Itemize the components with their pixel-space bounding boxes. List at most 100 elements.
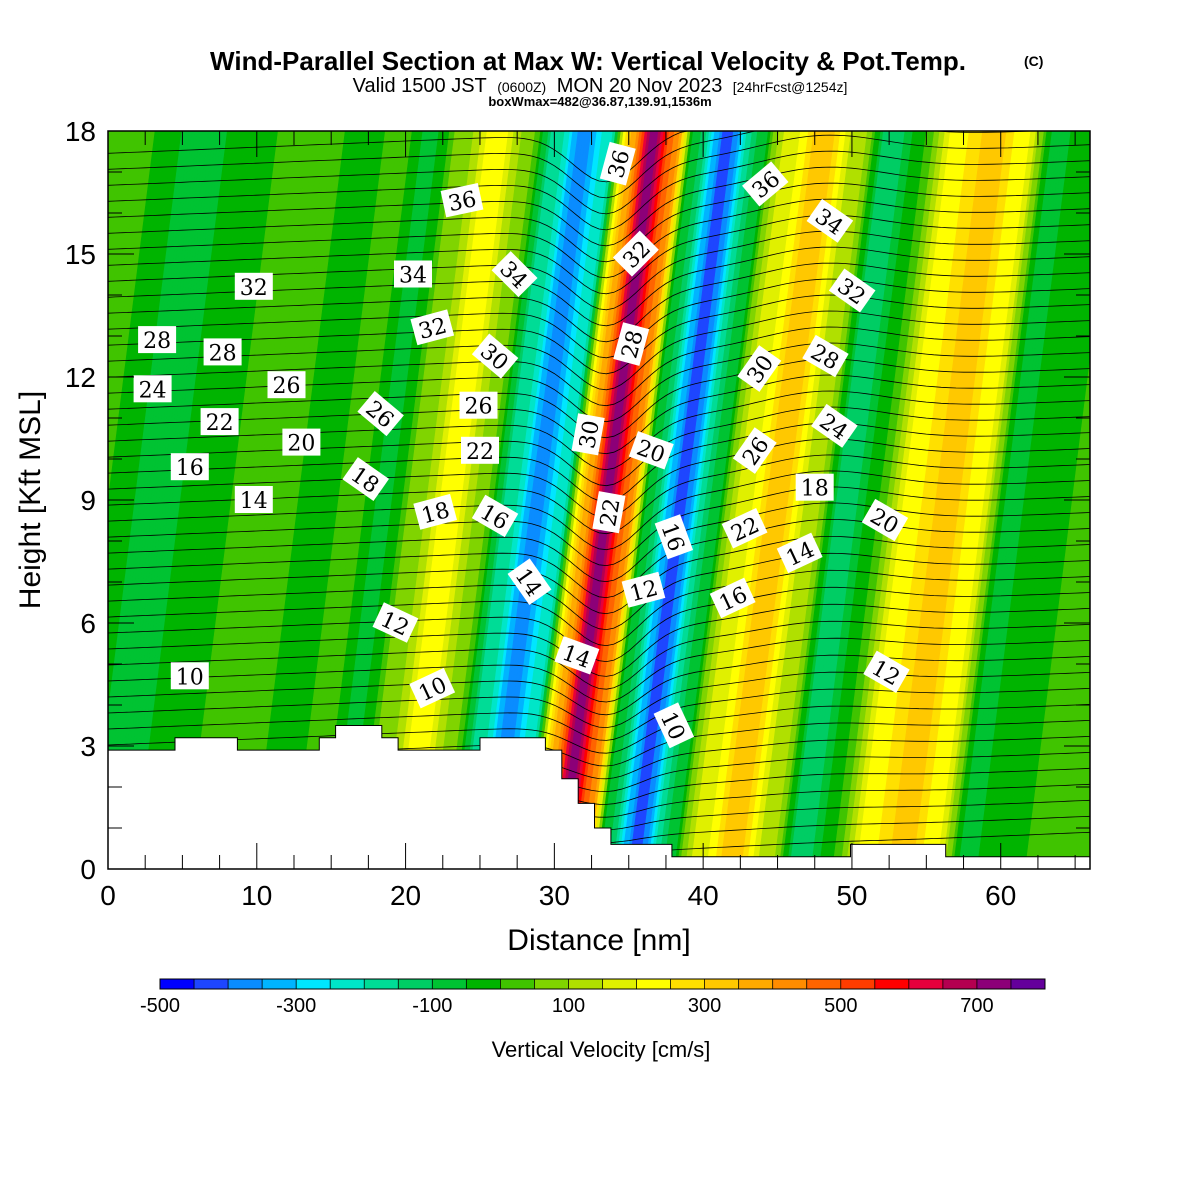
colorbar-swatch [432, 979, 467, 989]
colorbar-tick-label: 100 [552, 995, 585, 1017]
velocity-cell [789, 131, 887, 869]
velocity-cell [135, 131, 233, 869]
velocity-cell [591, 131, 689, 869]
contour-label-text: 16 [176, 456, 204, 481]
velocity-cell [671, 131, 769, 869]
velocity-cell [1038, 463, 1090, 869]
isentrope-line [108, 214, 1090, 295]
y-axis-label: Height [Kft MSL] [14, 391, 47, 609]
isentrope-line [108, 374, 1090, 455]
velocity-cell [810, 131, 908, 869]
contour-label-text: 18 [801, 477, 829, 502]
velocity-cell [968, 131, 1066, 869]
contour-label-text: 22 [466, 440, 494, 465]
velocity-cell [1119, 131, 1200, 869]
velocity-cell [119, 131, 217, 869]
isentrope-line [108, 569, 1090, 647]
velocity-cell [545, 131, 643, 869]
y-tick-label: 12 [65, 362, 96, 393]
contour-label-text: 22 [596, 497, 625, 529]
velocity-cell [893, 131, 991, 869]
contour-label-box [440, 183, 484, 218]
velocity-cell [1065, 674, 1090, 869]
contour-label-box [282, 428, 321, 456]
velocity-cell [532, 131, 630, 869]
velocity-cell [604, 131, 702, 869]
isentrope-line [108, 131, 1090, 183]
isentrope-line [108, 326, 1090, 407]
velocity-cell [342, 131, 440, 869]
velocity-cell [344, 131, 442, 869]
contour-label-text: 28 [209, 341, 237, 366]
colorbar-swatch [704, 979, 740, 989]
velocity-cell [674, 131, 772, 869]
velocity-cell [315, 131, 413, 869]
velocity-cell [711, 131, 809, 869]
velocity-cell [125, 131, 223, 869]
isentrope-line [108, 198, 1090, 279]
velocity-cell [735, 131, 833, 869]
velocity-cell [296, 131, 394, 869]
contour-label-text: 32 [240, 276, 268, 301]
velocity-cell [746, 131, 844, 869]
contour-label-box [861, 498, 909, 542]
contour-label: 24 [133, 375, 172, 403]
velocity-cell [610, 131, 708, 869]
subtitle-valid: Valid 1500 JST [353, 75, 487, 97]
contour-label-box [554, 636, 600, 675]
colorbar-swatch [500, 979, 535, 989]
velocity-cell [114, 131, 212, 869]
velocity-cell [896, 131, 994, 869]
contour-label-box [413, 493, 458, 530]
velocity-cell [888, 131, 986, 869]
colorbar-tick-label: -100 [412, 995, 452, 1017]
isentrope-line [108, 262, 1090, 343]
isentrope-line [108, 671, 1090, 729]
velocity-cell [987, 131, 1085, 869]
velocity-cell [1114, 131, 1200, 869]
velocity-cell [304, 131, 402, 869]
velocity-cell [267, 131, 365, 869]
velocity-cell [253, 131, 351, 869]
contour-label-box [133, 375, 172, 403]
velocity-cell [848, 131, 946, 869]
velocity-cell [992, 131, 1090, 869]
contour-label-box [806, 198, 854, 243]
velocity-cell [543, 131, 641, 869]
velocity-cell [468, 131, 566, 869]
colorbar-tick-label: 700 [960, 995, 993, 1017]
terrain [108, 725, 1090, 869]
contour-label-box [471, 494, 519, 538]
velocity-cell [320, 131, 418, 869]
velocity-cell [535, 131, 633, 869]
chart-subtitle-2: boxWmax=482@36.87,139.91,1536m [488, 94, 711, 109]
isentrope-line [108, 470, 1090, 551]
velocity-cell [331, 131, 429, 869]
velocity-cell [885, 131, 983, 869]
x-tick-label: 30 [539, 880, 570, 911]
colorbar: -500 -300 -100 100 300 500 700 [140, 978, 1046, 1017]
chart-title: Wind-Parallel Section at Max W: Vertical… [210, 46, 966, 76]
velocity-cell [840, 131, 938, 869]
colorbar-swatch [296, 979, 331, 989]
y-tick-label: 3 [80, 731, 96, 762]
velocity-cell [899, 131, 997, 869]
velocity-cell [350, 131, 448, 869]
x-tick-label: 10 [241, 880, 272, 911]
velocity-cell [111, 131, 209, 869]
contour-label-text: 28 [143, 329, 171, 354]
y-tick-label: 0 [80, 854, 96, 885]
velocity-cell [109, 131, 207, 869]
velocity-cell [1095, 131, 1191, 869]
colorbar-swatch [602, 979, 637, 989]
colorbar-swatch [194, 979, 229, 989]
velocity-cell [293, 131, 391, 869]
velocity-cell [1001, 168, 1090, 869]
velocity-cell [1033, 421, 1090, 869]
velocity-cell [494, 131, 592, 869]
colorbar-swatch [534, 979, 569, 989]
velocity-cell [470, 131, 568, 869]
contour-label-text: 10 [176, 665, 204, 690]
contour-label-text: 26 [273, 374, 301, 399]
